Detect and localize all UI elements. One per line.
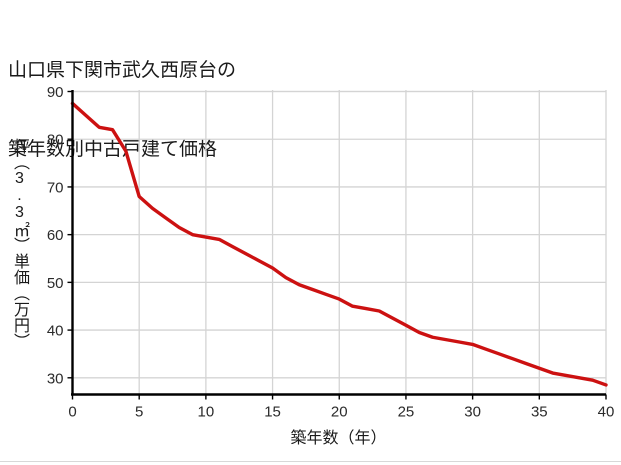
x-gridlines	[138, 90, 607, 395]
y-tick-label: 40	[47, 323, 64, 340]
x-tick-label: 25	[398, 404, 415, 421]
x-tick-label: 20	[331, 404, 348, 421]
y-axis-label-wrap: 坪（3.3㎡）単価（万円）	[6, 92, 32, 395]
y-tick-label: 30	[47, 370, 64, 387]
bottom-divider	[0, 461, 621, 462]
y-tick-label: 90	[47, 84, 64, 101]
data-line-series-0	[70, 101, 608, 387]
x-tick-label: 5	[135, 404, 143, 421]
tick-marks	[67, 90, 607, 400]
x-tick-label: 35	[531, 404, 548, 421]
chart-title: 山口県下関市武久西原台の 築年数別中古戸建て価格	[8, 6, 608, 216]
y-tick-label: 60	[47, 227, 64, 244]
x-tick-labels: 0 5 10 15 20 25 30 35 40	[68, 404, 614, 421]
chart-title-line-2: 築年数別中古戸建て価格	[8, 139, 218, 161]
y-axis-label: 坪（3.3㎡）単価（万円）	[11, 138, 28, 349]
x-tick-label: 10	[198, 404, 215, 421]
y-tick-label: 80	[47, 132, 64, 149]
chart-title-line-1: 山口県下関市武久西原台の	[8, 60, 237, 82]
y-tick-label: 70	[47, 179, 64, 196]
y-tick-labels: 30 40 50 60 70 80 90	[47, 84, 64, 387]
x-tick-label: 40	[598, 404, 615, 421]
x-tick-label: 30	[464, 404, 481, 421]
x-tick-label: 0	[68, 404, 76, 421]
x-axis-label: 築年数（年）	[290, 430, 387, 447]
x-tick-label: 15	[264, 404, 281, 421]
y-tick-label: 50	[47, 275, 64, 292]
